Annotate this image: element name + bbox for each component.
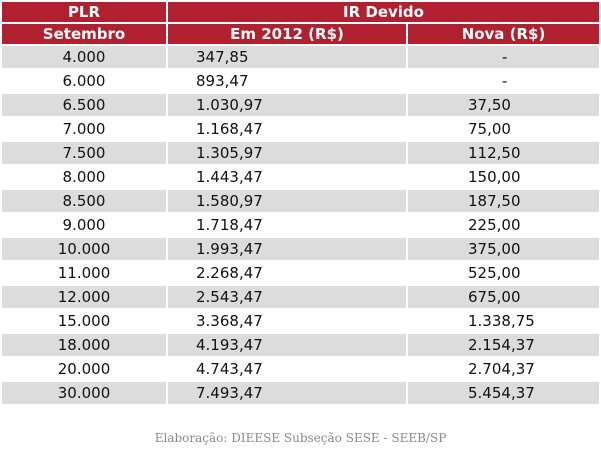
cell-plr: 15.000 [2, 310, 166, 332]
table-row: 8.000 1.443,47 150,00 [2, 166, 600, 188]
plr-ir-table: PLR IR Devido Setembro Em 2012 (R$) Nova… [2, 2, 600, 404]
cell-plr: 8.500 [2, 190, 166, 212]
cell-nova: 112,50 [408, 142, 600, 164]
cell-nova: - [408, 70, 600, 92]
cell-plr: 12.000 [2, 286, 166, 308]
source-note: Elaboração: DIEESE Subseção SESE - SEEB/… [154, 431, 447, 445]
cell-em-2012: 1.718,47 [168, 214, 406, 236]
cell-plr: 4.000 [2, 46, 166, 68]
table-row: 15.000 3.368,47 1.338,75 [2, 310, 600, 332]
table-row: 7.000 1.168,47 75,00 [2, 118, 600, 140]
cell-nova: 675,00 [408, 286, 600, 308]
cell-plr: 30.000 [2, 382, 166, 404]
table-row: 18.000 4.193,47 2.154,37 [2, 334, 600, 356]
cell-plr: 8.000 [2, 166, 166, 188]
cell-plr: 9.000 [2, 214, 166, 236]
cell-em-2012: 7.493,47 [168, 382, 406, 404]
table-row: 30.000 7.493,47 5.454,37 [2, 382, 600, 404]
table-row: 4.000 347,85 - [2, 46, 600, 68]
cell-em-2012: 3.368,47 [168, 310, 406, 332]
cell-em-2012: 1.993,47 [168, 238, 406, 260]
cell-plr: 10.000 [2, 238, 166, 260]
table-row: 11.000 2.268,47 525,00 [2, 262, 600, 284]
cell-nova: 75,00 [408, 118, 600, 140]
header-nova: Nova (R$) [408, 24, 600, 44]
table-row: 10.000 1.993,47 375,00 [2, 238, 600, 260]
cell-plr: 7.500 [2, 142, 166, 164]
cell-em-2012: 4.193,47 [168, 334, 406, 356]
cell-plr: 6.000 [2, 70, 166, 92]
table-row: 20.000 4.743,47 2.704,37 [2, 358, 600, 380]
table-row: 6.000 893,47 - [2, 70, 600, 92]
cell-em-2012: 1.030,97 [168, 94, 406, 116]
cell-em-2012: 2.268,47 [168, 262, 406, 284]
header-em-2012: Em 2012 (R$) [168, 24, 406, 44]
table-row: 6.500 1.030,97 37,50 [2, 94, 600, 116]
cell-em-2012: 1.168,47 [168, 118, 406, 140]
cell-nova: 37,50 [408, 94, 600, 116]
table-body: 4.000 347,85 - 6.000 893,47 - 6.500 1.03… [2, 46, 600, 404]
header-plr: PLR [2, 2, 166, 22]
cell-em-2012: 893,47 [168, 70, 406, 92]
cell-plr: 20.000 [2, 358, 166, 380]
cell-plr: 18.000 [2, 334, 166, 356]
cell-nova: 375,00 [408, 238, 600, 260]
table-row: 9.000 1.718,47 225,00 [2, 214, 600, 236]
header-setembro: Setembro [2, 24, 166, 44]
cell-nova: 225,00 [408, 214, 600, 236]
cell-em-2012: 347,85 [168, 46, 406, 68]
cell-nova: 525,00 [408, 262, 600, 284]
cell-plr: 7.000 [2, 118, 166, 140]
cell-nova: 150,00 [408, 166, 600, 188]
cell-plr: 11.000 [2, 262, 166, 284]
cell-em-2012: 4.743,47 [168, 358, 406, 380]
cell-plr: 6.500 [2, 94, 166, 116]
cell-em-2012: 1.443,47 [168, 166, 406, 188]
cell-nova: 2.704,37 [408, 358, 600, 380]
cell-em-2012: 1.305,97 [168, 142, 406, 164]
header-ir-devido: IR Devido [168, 2, 600, 22]
cell-nova: 5.454,37 [408, 382, 600, 404]
table-row: 8.500 1.580,97 187,50 [2, 190, 600, 212]
cell-nova: 2.154,37 [408, 334, 600, 356]
plr-table-container: PLR IR Devido Setembro Em 2012 (R$) Nova… [2, 2, 600, 404]
cell-nova: - [408, 46, 600, 68]
cell-em-2012: 1.580,97 [168, 190, 406, 212]
table-row: 12.000 2.543,47 675,00 [2, 286, 600, 308]
cell-em-2012: 2.543,47 [168, 286, 406, 308]
cell-nova: 1.338,75 [408, 310, 600, 332]
cell-nova: 187,50 [408, 190, 600, 212]
table-row: 7.500 1.305,97 112,50 [2, 142, 600, 164]
